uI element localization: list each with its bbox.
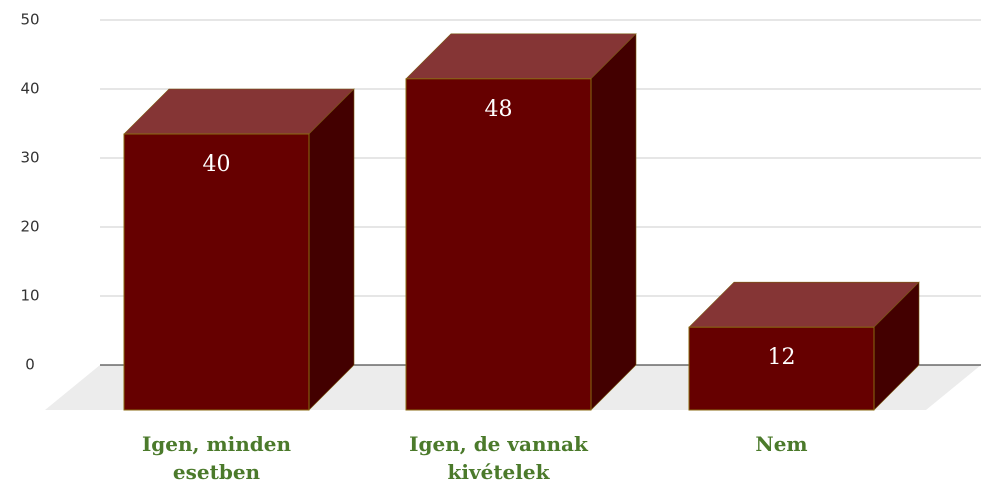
x-tick-label: Igen, de vannak kivételek xyxy=(409,432,588,484)
bar-side xyxy=(590,33,637,411)
bar xyxy=(688,326,875,411)
value-label: 40 xyxy=(203,152,231,177)
value-label: 48 xyxy=(485,97,513,122)
y-tick-label: 50 xyxy=(20,11,39,29)
bar xyxy=(123,133,310,411)
y-tick-label: 0 xyxy=(25,356,35,374)
y-tick-label: 40 xyxy=(20,80,39,98)
y-tick-label: 30 xyxy=(20,149,39,167)
value-label: 12 xyxy=(768,345,796,370)
y-tick-label: 10 xyxy=(20,287,39,305)
x-tick-label: Igen, minden esetben xyxy=(141,432,292,484)
bar xyxy=(405,78,592,411)
bar-side xyxy=(308,88,355,411)
x-tick-label: Nem xyxy=(755,432,808,456)
y-tick-label: 20 xyxy=(20,218,39,236)
